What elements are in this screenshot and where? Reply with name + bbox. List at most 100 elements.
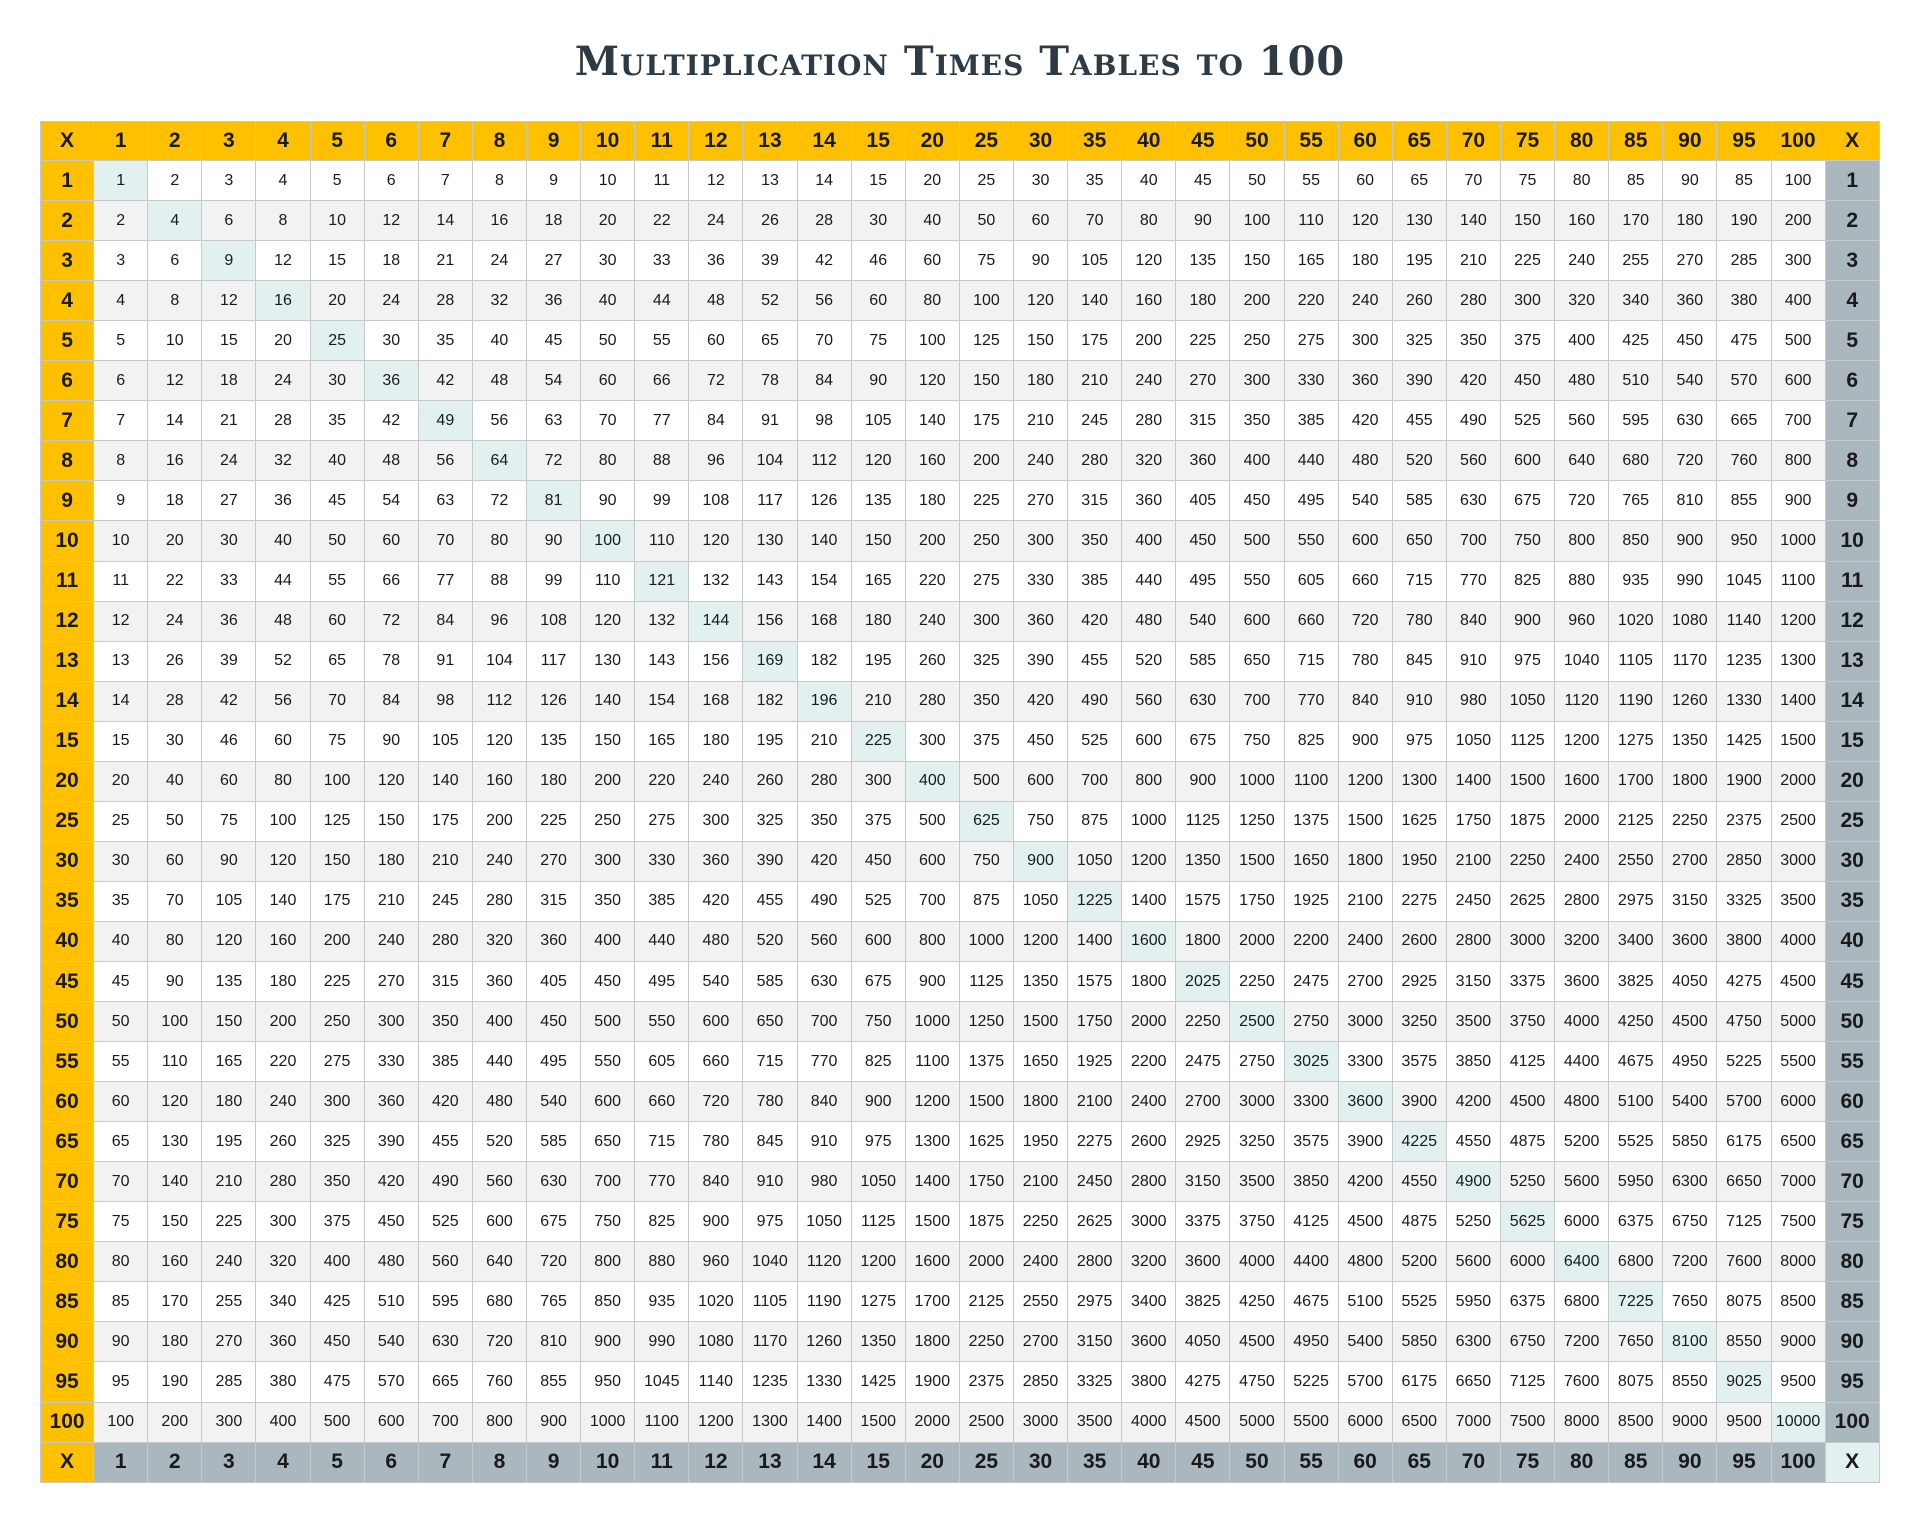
table-cell: 3000 (1338, 1002, 1393, 1043)
table-cell: 63 (526, 401, 582, 442)
table-cell: 85 (1609, 161, 1664, 202)
table-cell: 900 (526, 1402, 582, 1443)
table-cell: 1000 (1122, 801, 1177, 842)
table-cell: 2625 (1500, 881, 1556, 922)
table-cell: 35 (94, 881, 149, 922)
table-cell: 360 (364, 1082, 419, 1123)
table-cell: 77 (418, 561, 473, 602)
column-footer: 13 (743, 1442, 798, 1483)
table-cell: 420 (1446, 361, 1501, 402)
table-cell: 375 (851, 801, 906, 842)
table-cell: 6375 (1500, 1282, 1556, 1323)
table-cell: 40 (581, 281, 636, 322)
table-cell: 780 (1338, 641, 1393, 682)
table-cell: 1050 (1013, 881, 1069, 922)
column-footer: 14 (797, 1442, 852, 1483)
table-cell: 1950 (1392, 841, 1447, 882)
table-cell: 270 (202, 1322, 257, 1363)
table-cell: 91 (418, 641, 473, 682)
table-cell: 420 (1013, 681, 1069, 722)
column-header: 70 (1446, 121, 1501, 162)
table-cell: 280 (418, 921, 473, 962)
table-cell: 1040 (1555, 641, 1610, 682)
table-cell: 350 (581, 881, 636, 922)
table-cell: 7200 (1555, 1322, 1610, 1363)
table-cell: 900 (1338, 721, 1393, 762)
table-cell: 325 (310, 1122, 365, 1163)
table-cell: 117 (743, 481, 798, 522)
table-cell: 3900 (1392, 1082, 1447, 1123)
table-cell: 360 (1176, 441, 1231, 482)
column-footer: 7 (418, 1442, 473, 1483)
table-cell: 780 (689, 1122, 744, 1163)
table-cell: 935 (635, 1282, 690, 1323)
table-cell: 225 (310, 961, 365, 1003)
table-cell: 910 (797, 1122, 852, 1163)
table-cell: 120 (256, 841, 311, 882)
table-cell: 2600 (1392, 921, 1447, 962)
table-cell: 845 (1392, 641, 1447, 682)
table-cell: 1260 (797, 1322, 852, 1363)
table-cell: 700 (1230, 681, 1285, 722)
table-cell: 630 (797, 961, 852, 1003)
table-cell: 4250 (1230, 1282, 1285, 1323)
table-cell: 9000 (1663, 1402, 1718, 1443)
table-cell: 750 (959, 841, 1014, 882)
table-cell: 250 (959, 521, 1014, 562)
table-cell: 300 (1338, 321, 1393, 362)
table-cell: 320 (472, 921, 527, 962)
table-cell: 260 (256, 1122, 311, 1163)
table-cell: 4875 (1392, 1202, 1447, 1243)
table-cell: 15 (851, 161, 906, 202)
table-cell: 525 (1068, 721, 1123, 762)
table-cell: 1050 (1068, 841, 1123, 882)
table-cell: 88 (472, 561, 527, 602)
table-cell: 715 (743, 1042, 798, 1083)
table-cell: 300 (851, 761, 906, 802)
table-cell: 715 (1392, 561, 1447, 602)
table-cell: 8075 (1717, 1282, 1772, 1323)
table-cell: 440 (635, 921, 690, 962)
diagonal-cell: 225 (851, 721, 906, 762)
table-cell: 450 (310, 1322, 365, 1363)
row-header: 14 (40, 681, 95, 722)
table-cell: 650 (1392, 521, 1447, 562)
table-cell: 27 (202, 481, 257, 522)
table-cell: 275 (1284, 321, 1339, 362)
row-header: 25 (40, 801, 95, 842)
table-cell: 32 (256, 441, 311, 482)
table-cell: 220 (635, 761, 690, 802)
table-cell: 220 (1284, 281, 1339, 322)
table-cell: 1330 (797, 1362, 852, 1403)
table-cell: 75 (310, 721, 365, 762)
table-cell: 5225 (1717, 1042, 1772, 1083)
table-cell: 6375 (1609, 1202, 1664, 1243)
table-cell: 700 (418, 1402, 473, 1443)
table-cell: 55 (635, 321, 690, 362)
table-cell: 975 (743, 1202, 798, 1243)
table-cell: 2375 (1717, 801, 1772, 842)
table-cell: 2925 (1176, 1122, 1231, 1163)
table-cell: 245 (418, 881, 473, 922)
table-cell: 425 (1609, 321, 1664, 362)
table-cell: 390 (364, 1122, 419, 1163)
table-cell: 2 (148, 161, 203, 202)
table-cell: 4800 (1338, 1242, 1393, 1283)
table-cell: 6 (94, 361, 149, 402)
table-cell: 112 (472, 681, 527, 722)
table-cell: 400 (256, 1402, 311, 1443)
table-cell: 275 (635, 801, 690, 842)
table-cell: 50 (1230, 161, 1285, 202)
table-cell: 270 (526, 841, 582, 882)
table-cell: 560 (1555, 401, 1610, 442)
table-cell: 900 (905, 961, 960, 1003)
table-cell: 105 (1068, 241, 1123, 282)
table-cell: 105 (418, 721, 473, 762)
row-header: 65 (40, 1122, 95, 1163)
row-header: 95 (40, 1362, 95, 1403)
table-cell: 840 (689, 1162, 744, 1203)
table-cell: 11 (635, 161, 690, 202)
diagonal-cell: 7225 (1609, 1282, 1664, 1323)
table-cell: 520 (1122, 641, 1177, 682)
table-cell: 600 (1013, 761, 1069, 802)
